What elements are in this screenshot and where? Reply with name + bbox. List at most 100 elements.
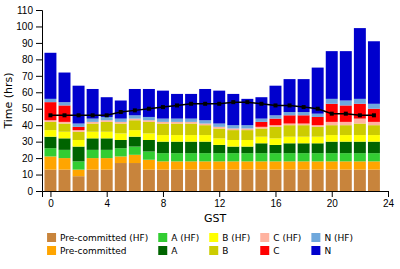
bar	[59, 158, 71, 170]
bar	[241, 125, 253, 128]
legend: Pre-committed (HF)Pre-committedA (HF)AB …	[47, 233, 353, 256]
marker	[119, 110, 123, 114]
legend-swatch	[260, 246, 269, 255]
bar	[73, 170, 85, 177]
bar	[101, 150, 113, 158]
marker	[217, 102, 221, 106]
x-tick-label: 0	[48, 198, 54, 209]
bar	[87, 150, 99, 158]
marker	[161, 105, 165, 109]
bar	[157, 153, 169, 161]
chart: 048121620240102030405060708090100110GSTT…	[0, 0, 400, 269]
bar	[368, 170, 380, 191]
bar	[143, 122, 155, 134]
marker	[372, 113, 376, 117]
bar	[199, 125, 211, 135]
bar	[59, 138, 71, 150]
x-tick: 24	[383, 191, 395, 209]
y-tick: 0	[27, 186, 42, 197]
y-tick-label: 60	[22, 87, 34, 98]
marker	[189, 102, 193, 106]
bar	[171, 142, 183, 154]
bar	[73, 124, 85, 127]
bar	[241, 140, 253, 147]
legend-swatch	[47, 246, 56, 255]
bar	[326, 99, 338, 104]
bar	[199, 153, 211, 161]
y-tick-label: 70	[22, 71, 34, 82]
bar	[312, 161, 324, 169]
bar	[326, 161, 338, 169]
x-tick-label: 8	[161, 198, 167, 209]
y-tick-mark	[36, 175, 42, 176]
bar	[143, 120, 155, 122]
y-tick: 10	[22, 169, 42, 180]
bar	[199, 120, 211, 123]
x-tick-mark	[219, 191, 220, 197]
bar	[284, 115, 296, 123]
bar	[157, 161, 169, 169]
legend-label: N (HF)	[324, 233, 353, 243]
bar	[129, 120, 141, 130]
x-tick-label: 20	[327, 198, 339, 209]
bar	[312, 137, 324, 144]
bar	[298, 112, 310, 115]
marker	[316, 107, 320, 111]
bar	[115, 119, 127, 122]
bar	[227, 170, 239, 191]
bar	[255, 170, 267, 191]
y-tick: 30	[22, 136, 42, 147]
bar	[213, 153, 225, 161]
bar	[115, 156, 127, 163]
y-tick-mark	[36, 191, 42, 192]
x-tick-mark	[107, 191, 108, 197]
marker	[358, 113, 362, 117]
bar	[354, 119, 366, 124]
bar	[143, 170, 155, 191]
bar	[185, 124, 197, 136]
bar	[87, 132, 99, 139]
y-tick-mark	[36, 43, 42, 44]
x-axis: 04812162024	[43, 191, 395, 209]
bar	[213, 145, 225, 153]
bar	[101, 117, 113, 120]
marker	[259, 102, 263, 106]
legend-item: Pre-committed	[47, 246, 126, 256]
bar	[312, 117, 324, 125]
bar	[340, 51, 352, 100]
bar	[199, 142, 211, 154]
bar	[227, 130, 239, 140]
bar	[227, 94, 239, 125]
bar	[354, 99, 366, 104]
y-tick: 100	[16, 21, 42, 32]
bar	[171, 122, 183, 124]
bar	[255, 143, 267, 153]
bar	[340, 161, 352, 169]
bar	[270, 125, 282, 127]
bar	[312, 143, 324, 153]
legend-item: C (HF)	[260, 233, 301, 243]
legend-label: Pre-committed	[60, 246, 126, 256]
bar	[115, 148, 127, 156]
bar	[241, 161, 253, 169]
bar	[129, 130, 141, 137]
legend-item: C	[260, 246, 279, 256]
bar	[44, 148, 56, 156]
bar	[326, 51, 338, 99]
y-axis: 0102030405060708090100110	[16, 5, 42, 197]
legend-label: N	[324, 246, 331, 256]
bar	[157, 170, 169, 191]
bar	[185, 153, 197, 161]
bar	[157, 91, 169, 119]
bar	[59, 102, 71, 105]
bar	[115, 124, 127, 134]
y-tick-mark	[36, 158, 42, 159]
y-tick-mark	[36, 109, 42, 110]
bar	[171, 124, 183, 136]
bar	[185, 135, 197, 142]
bar	[185, 119, 197, 122]
bar	[284, 137, 296, 144]
bar	[312, 153, 324, 161]
bar	[270, 127, 282, 139]
bar	[185, 94, 197, 119]
